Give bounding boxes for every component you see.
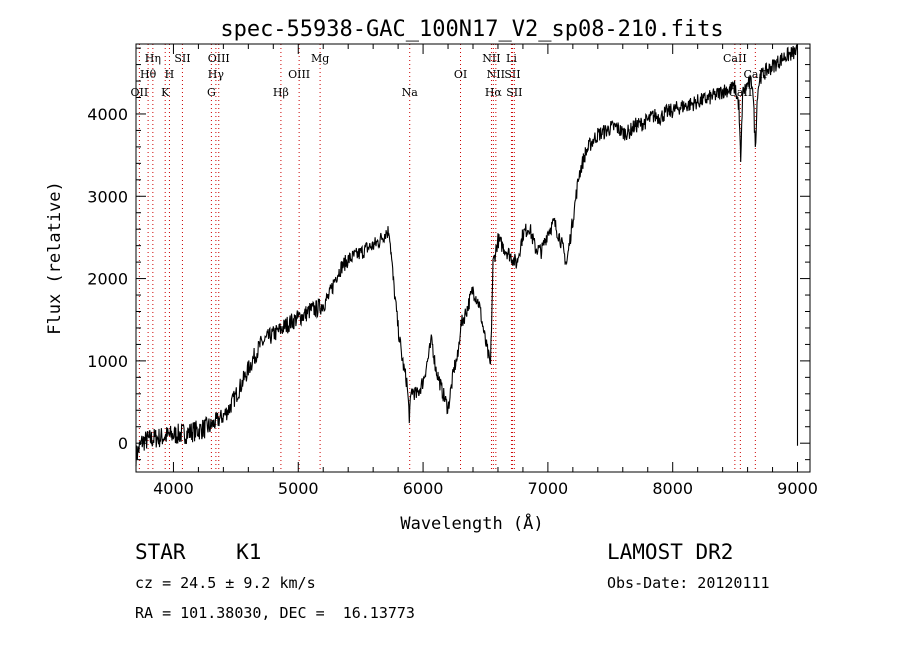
y-tick-label: 0 xyxy=(118,434,128,453)
y-tick-label: 3000 xyxy=(87,187,128,206)
x-tick-label: 6000 xyxy=(403,479,444,498)
line-label: SII xyxy=(174,52,190,65)
line-label: Li xyxy=(506,52,517,65)
survey-name: LAMOST DR2 xyxy=(607,540,734,564)
chart-title: spec-55938-GAC_100N17_V2_sp08-210.fits xyxy=(220,17,723,42)
line-label: Hη xyxy=(145,52,161,65)
x-tick-label: 9000 xyxy=(777,479,818,498)
coordinates: RA = 101.38030, DEC = 16.13773 xyxy=(135,604,415,622)
spectrum-chart: spec-55938-GAC_100N17_V2_sp08-210.fits H… xyxy=(45,17,818,534)
line-label: Hα xyxy=(485,86,503,99)
object-class: STAR K1 xyxy=(135,540,262,564)
line-label: G xyxy=(207,86,216,99)
line-label: OI xyxy=(454,68,467,81)
x-tick-label: 8000 xyxy=(652,479,693,498)
line-label: CaII xyxy=(723,52,747,65)
line-label: Hγ xyxy=(208,68,225,81)
line-label: OIII xyxy=(208,52,230,65)
plot-frame xyxy=(135,43,811,473)
y-tick-label: 4000 xyxy=(87,105,128,124)
axis-ticks: 4000 5000 6000 7000 8000 9000 0 1000 2000 3000 400… xyxy=(87,44,818,498)
line-label: Hβ xyxy=(273,86,289,99)
line-label: SII xyxy=(504,68,520,81)
line-label: K xyxy=(161,86,170,99)
x-axis-label: Wavelength (Å) xyxy=(400,512,543,534)
x-tick-label: 4000 xyxy=(153,479,194,498)
y-tick-label: 1000 xyxy=(87,352,128,371)
x-tick-label: 7000 xyxy=(528,479,569,498)
y-axis-label: Flux (relative) xyxy=(45,181,65,335)
line-label: Na xyxy=(402,86,419,99)
spectrum-line xyxy=(135,44,799,467)
x-tick-label: 5000 xyxy=(278,479,319,498)
line-label: Hθ xyxy=(140,68,157,81)
observation-date: Obs-Date: 20120111 xyxy=(607,574,770,592)
line-label: NII xyxy=(487,68,505,81)
line-label: OIII xyxy=(288,68,310,81)
line-label: SII xyxy=(506,86,522,99)
line-label: NII xyxy=(482,52,500,65)
y-tick-label: 2000 xyxy=(87,270,128,289)
line-label: H xyxy=(165,68,175,81)
line-label: OII xyxy=(131,86,149,99)
line-label: Mg xyxy=(311,52,329,65)
redshift-value: cz = 24.5 ± 9.2 km/s xyxy=(135,574,316,592)
